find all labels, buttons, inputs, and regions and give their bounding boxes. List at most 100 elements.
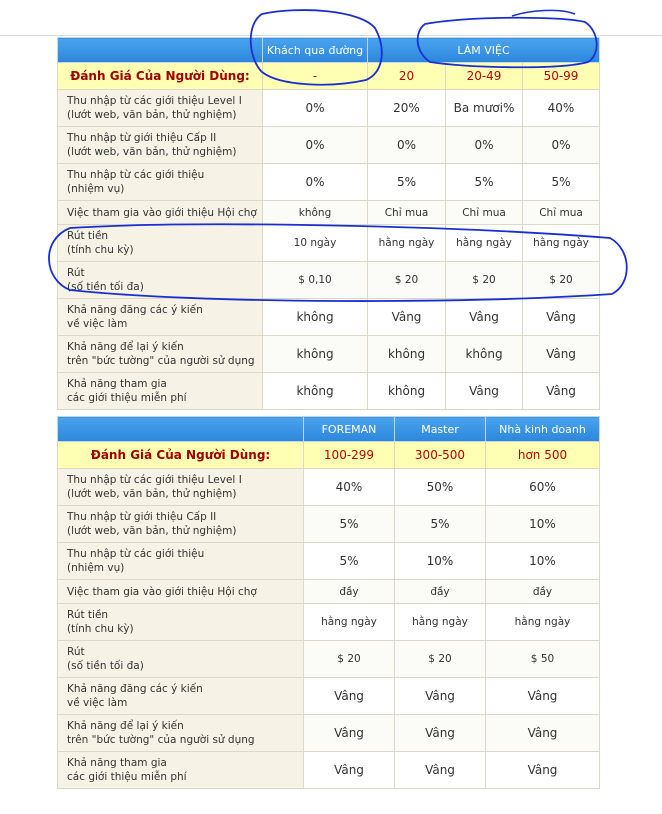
row-value: hằng ngày	[303, 603, 395, 641]
rating-row: Đánh Giá Của Người Dùng: 100-299 300-500…	[57, 441, 600, 469]
row-label: Khả năng đăng các ý kiến về việc làm	[57, 677, 304, 715]
rating-value: -	[262, 62, 368, 90]
table-row: Khả năng tham gia các giới thiệu miễn phí…	[57, 372, 600, 410]
row-value: Vâng	[303, 677, 395, 715]
table-row: Việc tham gia vào giới thiệu Hội chợ khôn…	[57, 200, 600, 225]
row-value: 0%	[262, 126, 368, 164]
table-row: Thu nhập từ giới thiệu Cấp II (lướt web, …	[57, 126, 600, 164]
row-value: Vâng	[445, 298, 523, 336]
row-label-line1: Khả năng đăng các ý kiến	[67, 304, 203, 316]
rating-value: 100-299	[303, 441, 395, 469]
rating-value: 20	[367, 62, 446, 90]
table-row: Khả năng tham gia các giới thiệu miễn phí…	[57, 751, 600, 789]
rating-label: Đánh Giá Của Người Dùng:	[57, 441, 304, 469]
row-label: Khả năng tham gia các giới thiệu miễn phí	[57, 751, 304, 789]
header-blank-cell	[57, 37, 263, 63]
row-value: không	[367, 372, 446, 410]
row-value: Vâng	[445, 372, 523, 410]
row-label-line1: Rút	[67, 267, 85, 279]
row-label: Rút tiền (tính chu kỳ)	[57, 224, 263, 262]
row-value: $ 0,10	[262, 261, 368, 299]
row-label: Khả năng tham gia các giới thiệu miễn phí	[57, 372, 263, 410]
row-label: Thu nhập từ các giới thiệu Level I (lướt …	[57, 89, 263, 127]
row-label: Rút (số tiền tối đa)	[57, 640, 304, 678]
table-row: Rút (số tiền tối đa) $ 20 $ 20 $ 50	[57, 640, 600, 678]
row-label: Việc tham gia vào giới thiệu Hội chợ	[57, 579, 304, 604]
row-value: 40%	[522, 89, 600, 127]
row-value: 0%	[367, 126, 446, 164]
row-value: đầy	[303, 579, 395, 604]
row-label-line2: trên "bức tường" của người sử dụng	[67, 355, 255, 367]
row-value: $ 20	[367, 261, 446, 299]
table-row: Thu nhập từ các giới thiệu (nhiệm vụ) 0% 5%…	[57, 163, 600, 201]
row-value: hằng ngày	[394, 603, 486, 641]
header-guest: Khách qua đường	[262, 37, 368, 63]
table-row: Thu nhập từ các giới thiệu Level I (lướt …	[57, 89, 600, 127]
row-value: Vâng	[485, 677, 600, 715]
row-value: 0%	[262, 163, 368, 201]
row-value: không	[262, 372, 368, 410]
table-row: Rút tiền (tính chu kỳ) 10 ngày hằng ngày hằn…	[57, 224, 600, 262]
row-value: 40%	[303, 468, 395, 506]
row-value: Vâng	[522, 372, 600, 410]
row-value: 0%	[445, 126, 523, 164]
row-value: 0%	[522, 126, 600, 164]
row-label: Khả năng để lại ý kiến trên "bức tường" c…	[57, 335, 263, 373]
row-label-line2: trên "bức tường" của người sử dụng	[67, 734, 255, 746]
table-row: Khả năng để lại ý kiến trên "bức tường" c…	[57, 714, 600, 752]
row-label-line1: Thu nhập từ giới thiệu Cấp II	[67, 132, 217, 144]
row-value: Vâng	[394, 714, 486, 752]
table-row: Rút (số tiền tối đa) $ 0,10 $ 20 $ 20 $ 20	[57, 261, 600, 299]
row-value: không	[262, 200, 368, 225]
row-value: Ba mươi%	[445, 89, 523, 127]
annotation-tail-working	[511, 9, 576, 17]
table-header-row: FOREMAN Master Nhà kinh doanh	[57, 416, 600, 442]
page-top-divider	[0, 35, 662, 36]
rating-label: Đánh Giá Của Người Dùng:	[57, 62, 263, 90]
row-label-line1: Khả năng tham gia	[67, 757, 167, 769]
row-label-line2: (lướt web, văn bản, thử nghiệm)	[67, 109, 237, 121]
row-value: hằng ngày	[522, 224, 600, 262]
row-label-line1: Khả năng để lại ý kiến	[67, 720, 184, 732]
row-value: 10 ngày	[262, 224, 368, 262]
header-working: LÀM VIỆC	[367, 37, 600, 63]
row-label-line2: (lướt web, văn bản, thử nghiệm)	[67, 525, 237, 537]
row-value: Vâng	[522, 335, 600, 373]
table-row: Khả năng đăng các ý kiến về việc làm không…	[57, 298, 600, 336]
row-label-line1: Khả năng đăng các ý kiến	[67, 683, 203, 695]
header-businessman: Nhà kinh doanh	[485, 416, 600, 442]
row-value: 10%	[485, 542, 600, 580]
row-label-line2: các giới thiệu miễn phí	[67, 392, 187, 404]
user-level-table-1: Khách qua đường LÀM VIỆC Đánh Giá Của Ng…	[57, 37, 600, 410]
row-label-line2: về việc làm	[67, 318, 128, 330]
row-label: Thu nhập từ các giới thiệu (nhiệm vụ)	[57, 542, 304, 580]
row-value: 60%	[485, 468, 600, 506]
header-blank-cell	[57, 416, 304, 442]
row-value: không	[262, 298, 368, 336]
row-label-line2: (nhiệm vụ)	[67, 562, 125, 574]
row-label-line1: Thu nhập từ giới thiệu Cấp II	[67, 511, 217, 523]
rating-value: 20-49	[445, 62, 523, 90]
row-label-line1: Khả năng tham gia	[67, 378, 167, 390]
row-value: Vâng	[485, 751, 600, 789]
rating-row: Đánh Giá Của Người Dùng: - 20 20-49 50-9…	[57, 62, 600, 90]
row-label-line1: Việc tham gia vào giới thiệu Hội chợ	[67, 585, 257, 598]
row-label-line2: (nhiệm vụ)	[67, 183, 125, 195]
row-value: 5%	[303, 542, 395, 580]
row-value: Vâng	[485, 714, 600, 752]
row-value: hằng ngày	[367, 224, 446, 262]
row-label-line2: (số tiền tối đa)	[67, 281, 144, 293]
row-value: Vâng	[522, 298, 600, 336]
row-value: Vâng	[303, 751, 395, 789]
header-foreman: FOREMAN	[303, 416, 395, 442]
row-value: Chỉ mua	[522, 200, 600, 225]
table-row: Thu nhập từ giới thiệu Cấp II (lướt web, …	[57, 505, 600, 543]
row-value: $ 20	[303, 640, 395, 678]
table-row: Việc tham gia vào giới thiệu Hội chợ đầy đ…	[57, 579, 600, 604]
row-value: Vâng	[303, 714, 395, 752]
row-value: đầy	[485, 579, 600, 604]
row-value: 0%	[262, 89, 368, 127]
header-master: Master	[394, 416, 486, 442]
row-value: hằng ngày	[445, 224, 523, 262]
row-value: Vâng	[367, 298, 446, 336]
